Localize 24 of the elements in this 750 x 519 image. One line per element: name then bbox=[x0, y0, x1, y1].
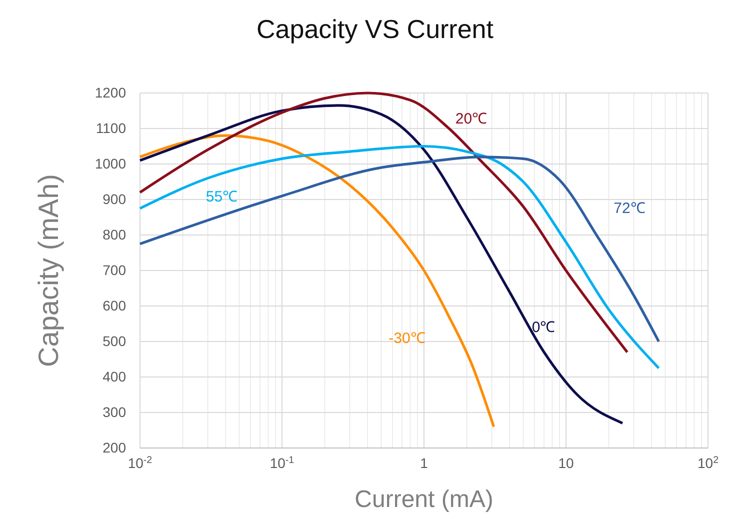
x-tick-label: 1 bbox=[420, 454, 428, 471]
series-label: 20℃ bbox=[455, 110, 488, 128]
y-tick-label: 200 bbox=[102, 439, 126, 456]
y-tick-label: 400 bbox=[102, 368, 126, 384]
series-label: 55℃ bbox=[206, 188, 238, 206]
x-tick-label: 10$^{-1}$ bbox=[270, 454, 294, 471]
y-tick-label: 500 bbox=[102, 332, 126, 349]
x-tick-label: 10$^{2}$ bbox=[697, 454, 719, 471]
y-tick-label: 300 bbox=[102, 404, 126, 420]
series-label: 72℃ bbox=[614, 200, 646, 218]
y-tick-label: 1000 bbox=[94, 155, 126, 172]
y-tick-label: 1200 bbox=[94, 84, 126, 100]
y-axis-title: Capacity (mAh) bbox=[33, 174, 64, 367]
series-label: -30℃ bbox=[388, 330, 426, 347]
x-tick-label: 10$^{-2}$ bbox=[128, 454, 152, 471]
y-tick-label: 800 bbox=[102, 226, 126, 242]
y-tick-label: 1100 bbox=[96, 120, 126, 136]
x-axis-title: Current (mA) bbox=[354, 486, 494, 513]
series-label: 0℃ bbox=[532, 319, 556, 336]
chart-title: Capacity VS Current bbox=[256, 14, 494, 44]
y-tick-label: 900 bbox=[102, 190, 126, 207]
y-tick-label: 600 bbox=[102, 297, 126, 314]
x-tick-label: 10 bbox=[558, 454, 574, 471]
y-tick-label: 700 bbox=[102, 262, 126, 278]
